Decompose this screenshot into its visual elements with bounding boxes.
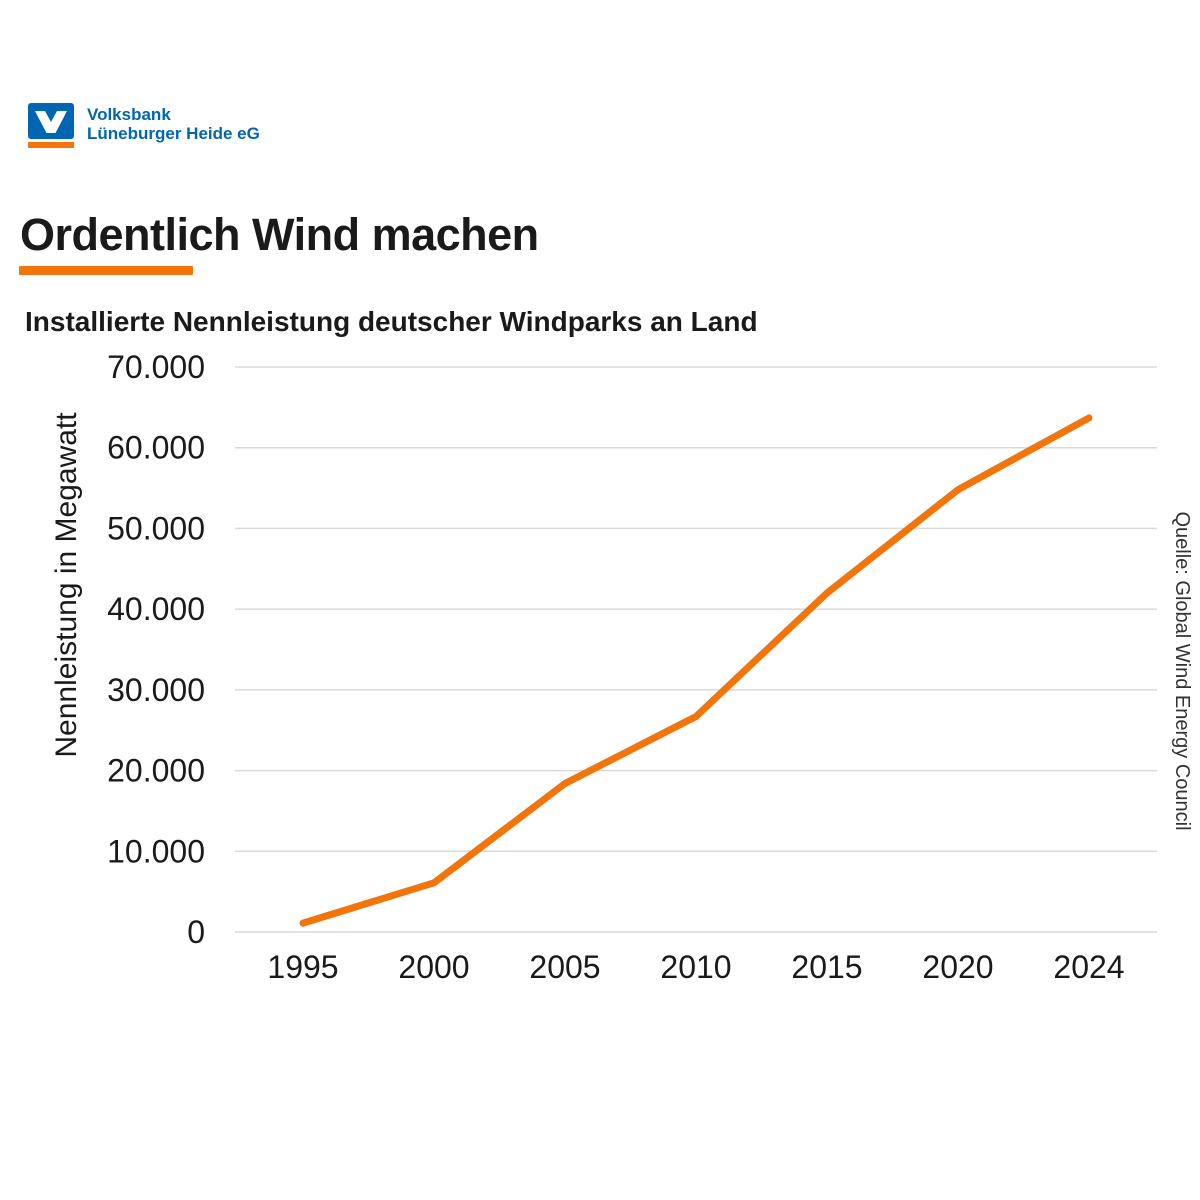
x-tick-labels: 1995 2000 2005 2010 2015 2020 2024	[267, 949, 1124, 985]
x-tick-label: 2010	[660, 949, 731, 985]
y-tick-label: 50.000	[107, 510, 205, 546]
brand-name: Volksbank Lüneburger Heide eG	[87, 105, 260, 143]
x-tick-label: 2000	[398, 949, 469, 985]
y-tick-label: 70.000	[107, 349, 205, 385]
y-tick-label: 60.000	[107, 430, 205, 466]
page-title: Ordentlich Wind machen	[20, 209, 539, 260]
y-tick-labels: 0 10.000 20.000 30.000 40.000 50.000 60.000 70.…	[107, 349, 205, 950]
y-axis-title: Nennleistung in Megawatt	[50, 412, 83, 758]
y-tick-label: 0	[187, 914, 205, 950]
brand-logo: Volksbank Lüneburger Heide eG	[28, 103, 260, 148]
x-tick-label: 2005	[529, 949, 600, 985]
x-tick-label: 2015	[791, 949, 862, 985]
volksbank-logo-icon	[28, 103, 74, 148]
title-underline-bar	[19, 266, 193, 275]
chart-subtitle: Installierte Nennleistung deutscher Wind…	[25, 306, 758, 337]
brand-name-line2: Lüneburger Heide eG	[87, 124, 260, 143]
y-tick-label: 40.000	[107, 591, 205, 627]
gridlines	[235, 366, 1157, 933]
y-tick-label: 10.000	[107, 833, 205, 869]
x-tick-label: 2024	[1053, 949, 1124, 985]
y-tick-label: 20.000	[107, 753, 205, 789]
x-tick-label: 1995	[267, 949, 338, 985]
capacity-line	[299, 414, 1093, 927]
y-tick-label: 30.000	[107, 672, 205, 708]
source-credit: Quelle: Global Wind Energy Council	[1171, 511, 1193, 830]
x-tick-label: 2020	[922, 949, 993, 985]
brand-name-line1: Volksbank	[87, 105, 171, 124]
